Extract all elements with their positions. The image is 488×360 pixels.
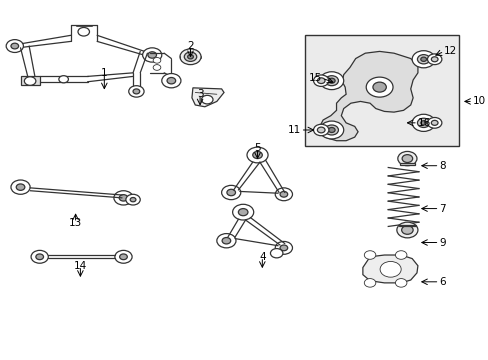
Polygon shape: [192, 88, 224, 107]
Circle shape: [395, 279, 406, 287]
Circle shape: [411, 114, 434, 131]
Polygon shape: [362, 255, 417, 283]
Circle shape: [125, 194, 140, 205]
Text: 9: 9: [439, 238, 445, 248]
Circle shape: [238, 208, 247, 216]
FancyBboxPatch shape: [305, 35, 458, 146]
Circle shape: [427, 117, 441, 128]
Circle shape: [184, 52, 196, 62]
Polygon shape: [398, 225, 415, 226]
Circle shape: [246, 147, 267, 163]
Circle shape: [397, 152, 416, 166]
Circle shape: [142, 48, 162, 62]
Circle shape: [280, 192, 287, 197]
Circle shape: [379, 261, 400, 277]
Circle shape: [130, 198, 136, 202]
Circle shape: [114, 191, 133, 205]
Circle shape: [24, 77, 36, 85]
Circle shape: [270, 249, 283, 258]
Circle shape: [328, 127, 334, 132]
Circle shape: [280, 245, 287, 251]
Text: 5: 5: [254, 143, 260, 153]
Circle shape: [401, 155, 412, 162]
Circle shape: [36, 254, 43, 260]
Circle shape: [313, 75, 328, 86]
Circle shape: [167, 77, 175, 84]
Circle shape: [11, 180, 30, 194]
Circle shape: [401, 226, 412, 234]
Circle shape: [115, 250, 132, 263]
Circle shape: [364, 251, 375, 259]
Circle shape: [417, 118, 429, 127]
Circle shape: [6, 40, 23, 53]
Circle shape: [275, 188, 292, 201]
Circle shape: [317, 78, 325, 84]
Circle shape: [396, 222, 417, 238]
Circle shape: [120, 254, 127, 260]
Circle shape: [427, 54, 441, 64]
Circle shape: [226, 189, 235, 196]
Circle shape: [187, 55, 193, 59]
Circle shape: [372, 82, 386, 92]
Circle shape: [411, 51, 434, 68]
Circle shape: [153, 58, 161, 63]
Circle shape: [232, 204, 253, 220]
Circle shape: [430, 120, 437, 125]
Text: 15: 15: [308, 73, 322, 83]
Circle shape: [420, 57, 426, 62]
Circle shape: [252, 152, 262, 158]
Text: 6: 6: [439, 277, 445, 287]
Text: 4: 4: [259, 252, 265, 262]
Text: 10: 10: [472, 96, 485, 107]
Circle shape: [201, 95, 213, 104]
Text: 16: 16: [417, 118, 430, 128]
Text: 3: 3: [196, 89, 203, 99]
Circle shape: [430, 57, 437, 62]
Circle shape: [180, 49, 201, 64]
Text: 11: 11: [287, 125, 300, 135]
Circle shape: [275, 242, 292, 254]
Circle shape: [133, 89, 140, 94]
Circle shape: [128, 86, 144, 97]
Circle shape: [222, 238, 230, 244]
Circle shape: [395, 251, 406, 259]
Circle shape: [319, 121, 343, 139]
Text: 14: 14: [74, 261, 87, 271]
Circle shape: [221, 185, 240, 200]
Circle shape: [119, 195, 127, 201]
Circle shape: [317, 127, 325, 133]
Circle shape: [313, 124, 328, 136]
Circle shape: [11, 43, 19, 49]
Circle shape: [16, 184, 25, 190]
Circle shape: [78, 27, 89, 36]
Polygon shape: [20, 76, 40, 85]
Circle shape: [325, 125, 338, 135]
Circle shape: [364, 279, 375, 287]
Circle shape: [162, 73, 181, 88]
Text: 1: 1: [101, 68, 107, 78]
Circle shape: [216, 234, 236, 248]
Polygon shape: [319, 51, 417, 141]
Text: 7: 7: [439, 203, 445, 213]
Polygon shape: [399, 163, 414, 165]
Text: 13: 13: [69, 218, 82, 228]
Circle shape: [366, 77, 392, 97]
Text: 2: 2: [187, 41, 193, 51]
Circle shape: [319, 72, 343, 90]
Circle shape: [59, 76, 68, 83]
Circle shape: [328, 78, 334, 83]
Circle shape: [153, 64, 161, 70]
Text: 8: 8: [439, 161, 445, 171]
Circle shape: [147, 52, 156, 58]
Circle shape: [31, 250, 48, 263]
Circle shape: [420, 121, 426, 125]
Circle shape: [417, 55, 429, 64]
Text: 12: 12: [444, 46, 457, 57]
Circle shape: [325, 76, 338, 86]
